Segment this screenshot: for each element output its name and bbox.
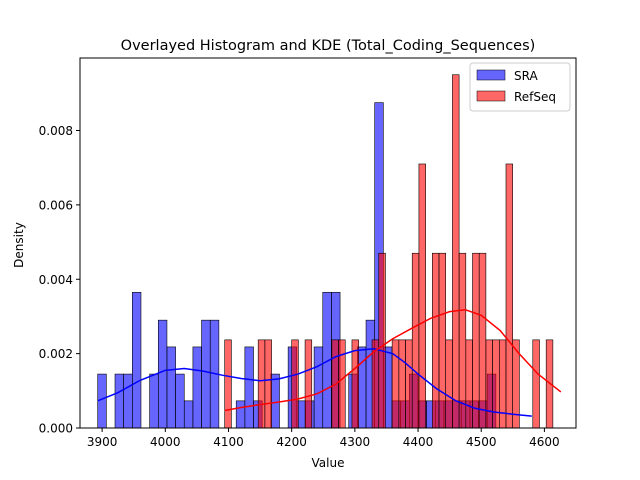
sra-bar <box>201 319 211 429</box>
refseq-bar <box>478 252 487 429</box>
y-tick-label: 0.002 <box>39 347 73 361</box>
legend-label-sra: SRA <box>514 69 538 83</box>
sra-bar <box>157 319 168 429</box>
refseq-bar <box>532 339 540 429</box>
y-tick-label: 0.000 <box>39 422 73 436</box>
refseq-bar <box>505 163 513 429</box>
x-axis: 3900 4000 4100 4200 4300 4400 4500 4600 <box>87 428 560 449</box>
y-tick-label: 0.004 <box>39 273 73 287</box>
y-tick-label: 0.006 <box>39 198 73 212</box>
refseq-bar <box>291 339 299 429</box>
sra-bar <box>235 400 246 429</box>
y-tick-label: 0.008 <box>39 124 73 138</box>
refseq-bar <box>224 339 232 429</box>
axes-frame <box>79 57 577 429</box>
sra-bar <box>175 373 185 429</box>
sra-bar <box>132 291 142 429</box>
sra-bar <box>183 400 194 429</box>
legend-label-refseq: RefSeq <box>514 90 556 104</box>
refseq-bar <box>472 252 480 429</box>
refseq-histogram-bars <box>224 74 554 429</box>
refseq-bar <box>398 339 406 429</box>
sra-bar <box>244 346 254 429</box>
x-tick-label: 4600 <box>529 435 560 449</box>
refseq-bar <box>411 252 420 429</box>
sra-kde-line <box>97 348 532 417</box>
refseq-bar <box>264 339 272 429</box>
refseq-bar <box>432 252 440 429</box>
x-tick-label: 4200 <box>276 435 307 449</box>
x-axis-label: Value <box>312 456 345 470</box>
refseq-bar <box>498 339 507 429</box>
refseq-bar <box>405 339 413 429</box>
sra-bar <box>114 373 124 429</box>
sra-bar <box>313 346 324 429</box>
legend-swatch-refseq <box>476 90 506 102</box>
refseq-bar <box>378 252 386 429</box>
sra-bar <box>166 346 176 429</box>
x-tick-label: 4300 <box>340 435 371 449</box>
refseq-bar <box>304 339 313 429</box>
y-axis-label: Density <box>12 222 26 268</box>
legend-swatch-sra <box>476 69 506 81</box>
refseq-kde-line <box>224 308 562 412</box>
sra-bar <box>123 373 133 429</box>
refseq-bar <box>338 339 346 429</box>
refseq-bar <box>351 339 359 429</box>
x-tick-label: 4000 <box>150 435 181 449</box>
refseq-bar <box>418 163 426 429</box>
chart-title: Overlayed Histogram and KDE (Total_Codin… <box>121 38 536 54</box>
y-axis: 0.000 0.002 0.004 0.006 0.008 <box>39 124 80 436</box>
refseq-bar <box>485 339 493 429</box>
x-tick-label: 3900 <box>87 435 118 449</box>
x-tick-label: 4400 <box>403 435 434 449</box>
refseq-bar <box>452 74 460 429</box>
x-tick-label: 4100 <box>213 435 244 449</box>
sra-bar <box>149 373 159 429</box>
refseq-bar <box>445 339 453 429</box>
sra-bar <box>270 373 280 429</box>
refseq-bar <box>438 252 447 429</box>
refseq-bar <box>257 339 266 429</box>
sra-bar <box>192 346 202 429</box>
refseq-bar <box>492 339 500 429</box>
x-tick-label: 4500 <box>466 435 497 449</box>
refseq-bar <box>465 339 473 429</box>
legend: SRA RefSeq <box>469 62 571 112</box>
